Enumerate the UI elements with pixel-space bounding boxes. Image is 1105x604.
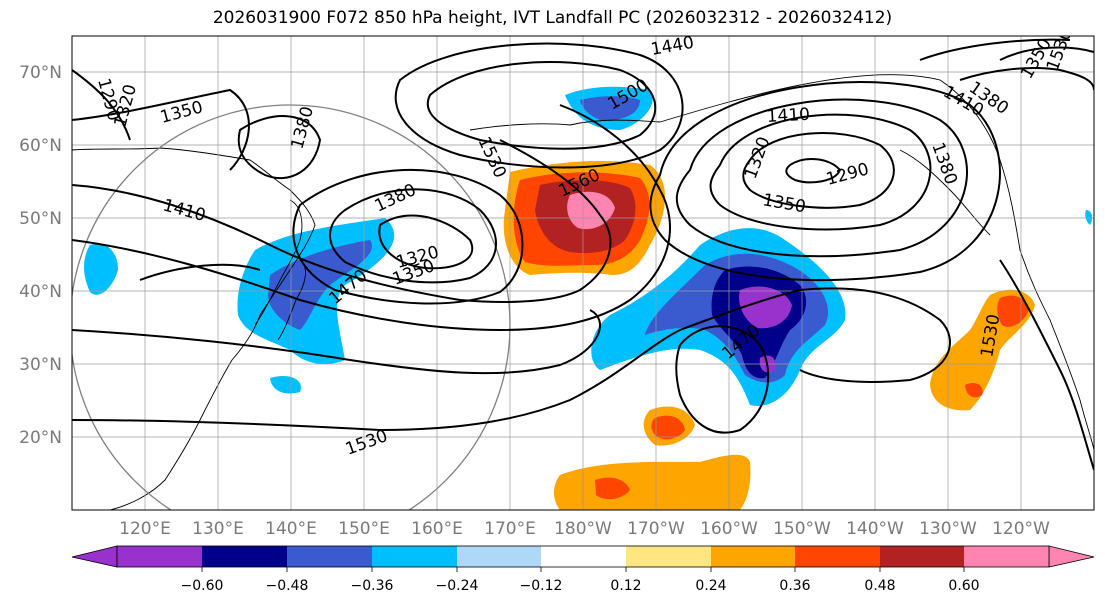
colorbar-swatch [117,546,202,567]
colorbar-tick-label: −0.48 [266,578,309,594]
colorbar-swatch [202,546,287,567]
lon-label: 160°W [700,519,758,539]
contour-label: 1410 [766,105,810,127]
lon-label: 170°E [484,519,536,539]
colorbar-tick-label: −0.12 [520,578,563,594]
colorbar-tick-label: 0.60 [948,578,979,594]
colorbar-tick-label: −0.36 [351,578,394,594]
colorbar-tick-label: −0.24 [436,578,479,594]
colorbar-swatch [372,546,457,567]
lon-label: 130°W [919,519,977,539]
lat-label-60n: 60°N [19,136,62,156]
lon-label: 150°W [773,519,831,539]
lon-label: 120°W [992,519,1050,539]
colorbar-swatch [711,546,795,567]
colorbar-frame [116,545,1050,568]
colorbar-extend-low [71,545,118,568]
range-circle [72,104,511,510]
map-frame [71,35,1095,511]
map-title: 2026031900 F072 850 hPa height, IVT Land… [212,8,893,28]
colorbar: −0.60 −0.48 −0.36 −0.24 −0.12 0.12 0.24 0.36 0.4… [71,545,1095,594]
colorbar-swatch [457,546,541,567]
colorbar-tick-label: −0.60 [181,578,224,594]
colorbar-tick-label: 0.12 [610,578,641,594]
lon-label: 140°W [846,519,904,539]
contour-label: 1440 [649,33,695,60]
latitude-labels: 70°N 60°N 50°N 40°N 30°N 20°N [19,63,62,448]
colorbar-extend-high [1048,545,1095,568]
lon-label: 180°W [554,519,612,539]
colorbar-swatch [541,546,626,567]
colorbar-tick-label: 0.36 [779,578,810,594]
lat-label-30n: 30°N [19,355,62,375]
lon-label: 150°E [338,519,390,539]
lat-label-20n: 20°N [19,428,62,448]
colorbar-swatch [795,546,880,567]
lat-label-50n: 50°N [19,209,62,229]
lon-label: 130°E [192,519,244,539]
colorbar-swatch [626,546,711,567]
colorbar-tick-label: 0.24 [695,578,726,594]
coastlines [72,74,1094,510]
lon-label: 170°W [627,519,685,539]
lon-label: 140°E [265,519,317,539]
longitude-labels: 120°E 130°E 140°E 150°E 160°E 170°E 180°… [119,519,1050,539]
ivt-shading [84,86,1093,510]
colorbar-swatch [287,546,372,567]
gridlines [72,36,1094,510]
colorbar-swatch [880,546,964,567]
height-contours [72,38,1094,471]
lat-label-70n: 70°N [19,63,62,83]
lat-label-40n: 40°N [19,282,62,302]
lon-label: 160°E [411,519,463,539]
lon-label: 120°E [119,519,171,539]
colorbar-tick-label: 0.48 [864,578,895,594]
colorbar-swatch [964,546,1049,567]
